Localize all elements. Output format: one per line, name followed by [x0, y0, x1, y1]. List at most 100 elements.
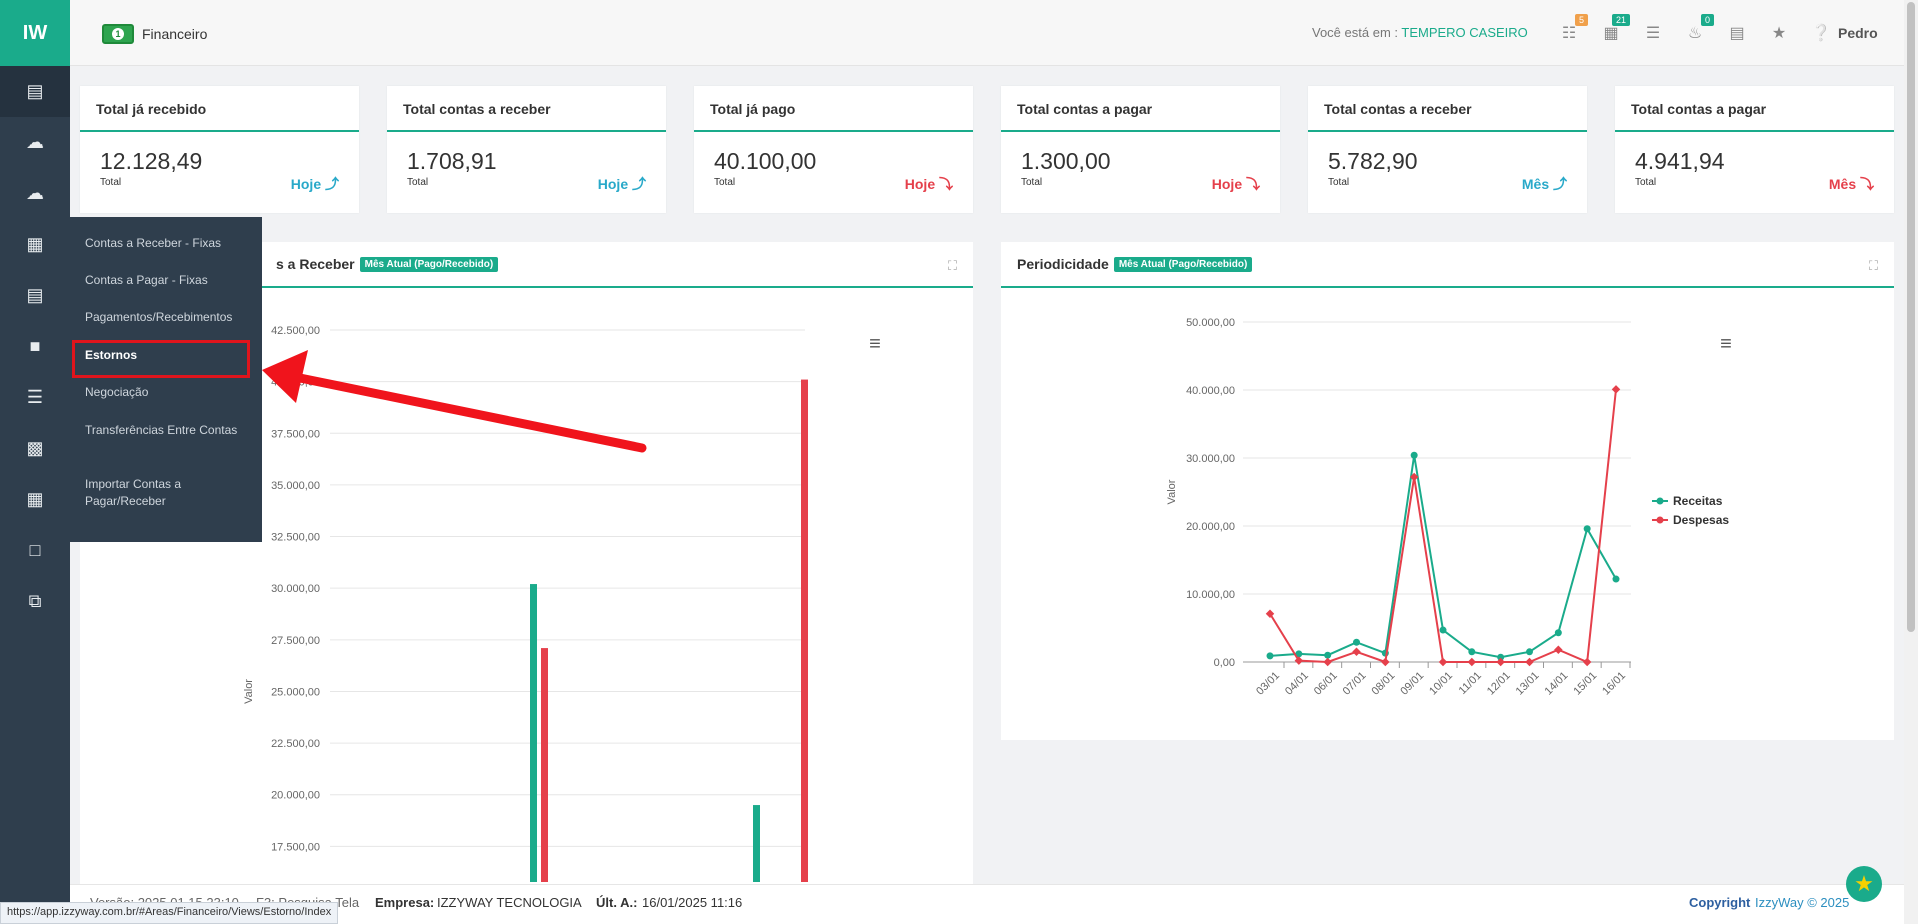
- checklist-icon[interactable]: ☰: [1645, 25, 1661, 42]
- cloud-download-icon[interactable]: ☁: [26, 132, 44, 152]
- x-tick-label: 08/01: [1370, 670, 1398, 698]
- data-point: [1526, 648, 1533, 656]
- y-tick-label: 20.000,00: [1186, 521, 1235, 533]
- menu-item-transferencias[interactable]: Transferências Entre Contas: [85, 423, 238, 437]
- bar: [801, 379, 808, 882]
- y-axis-label: Valor: [1166, 479, 1178, 504]
- app-logo[interactable]: IW: [0, 0, 70, 66]
- data-point: [1554, 645, 1563, 655]
- menu-item-estornos[interactable]: Estornos: [85, 348, 138, 362]
- location-prefix: Você está em :: [1312, 25, 1398, 40]
- document-icon[interactable]: □: [29, 540, 41, 560]
- x-tick-label: 12/01: [1485, 670, 1513, 698]
- menu-item-contas-receber-fixas[interactable]: Contas a Receber - Fixas: [85, 236, 222, 250]
- section-title-label: Financeiro: [142, 26, 208, 42]
- card-trend[interactable]: Hoje ⤴: [597, 176, 646, 192]
- x-tick-label: 11/01: [1457, 670, 1484, 697]
- summary-card: Total contas a receber 5.782,90 Total Mê…: [1308, 86, 1587, 213]
- data-point: [1525, 657, 1534, 667]
- list-icon[interactable]: ☰: [26, 387, 44, 407]
- card-trend[interactable]: Mês ⤵: [1828, 176, 1874, 192]
- card-trend[interactable]: Mês ⤴: [1521, 176, 1567, 192]
- user-name[interactable]: Pedro: [1838, 25, 1878, 41]
- cloud-upload-icon[interactable]: ☁: [26, 183, 44, 203]
- y-tick-label: 35.000,00: [271, 480, 320, 492]
- panel-title: s a Receber: [276, 256, 355, 272]
- bell-icon[interactable]: ♨ 0: [1684, 14, 1714, 48]
- card-label: Total: [1328, 177, 1350, 188]
- panel-header: s a Receber Mês Atual (Pago/Recebido): [80, 242, 973, 288]
- card-trend[interactable]: Hoje ⤵: [904, 176, 953, 192]
- legend-marker: [1656, 516, 1664, 524]
- line-chart: 50.000,00 40.000,00 30.000,00 20.000,00 10.0…: [1166, 317, 1732, 698]
- sitemap-icon[interactable]: ☷ 5: [1558, 14, 1588, 48]
- period-tag: Mês Atual (Pago/Recebido): [1113, 256, 1253, 272]
- money-icon: 1: [102, 24, 134, 44]
- highlight-box: [72, 340, 250, 378]
- table-icon[interactable]: ▦ 21: [1600, 14, 1630, 48]
- dashboard-chart-icon[interactable]: ▤: [0, 66, 70, 117]
- y-tick-label: 22.500,00: [271, 738, 320, 750]
- submenu-dropdown: Contas a Receber - Fixas Contas a Pagar …: [70, 217, 262, 542]
- menu-item-pagamentos-recebimentos[interactable]: Pagamentos/Recebimentos: [85, 310, 233, 324]
- y-tick-label: 17.500,00: [271, 841, 320, 853]
- data-point: [1381, 657, 1390, 667]
- x-tick-label: 06/01: [1312, 670, 1340, 698]
- data-point: [1583, 525, 1591, 533]
- location-indicator: Você está em : TEMPERO CASEIRO: [1312, 25, 1528, 40]
- calendar-icon[interactable]: ▤: [1729, 25, 1745, 42]
- summary-card: Total contas a pagar 1.300,00 Total Hoje…: [1001, 86, 1280, 213]
- card-title: Total contas a receber: [1308, 86, 1587, 132]
- summary-card: Total já recebido 12.128,49 Total Hoje ⤴: [80, 86, 359, 213]
- card-label: Total: [1021, 177, 1043, 188]
- data-point: [1352, 647, 1361, 657]
- data-point: [1265, 609, 1275, 618]
- y-tick-label: 27.500,00: [271, 635, 320, 647]
- y-tick-label: 32.500,00: [271, 532, 320, 544]
- scrollbar[interactable]: [1904, 0, 1918, 924]
- topbar: 1 Financeiro Você está em : TEMPERO CASE…: [70, 0, 1918, 66]
- card-trend[interactable]: Hoje ⤵: [1211, 176, 1260, 192]
- x-tick-label: 04/01: [1283, 670, 1311, 698]
- status-url: https://app.izzyway.com.br/#Areas/Financ…: [0, 902, 339, 924]
- summary-card: Total contas a receber 1.708,91 Total Ho…: [387, 86, 666, 213]
- card-label: Total: [714, 177, 736, 188]
- scrollbar-thumb[interactable]: [1907, 2, 1915, 632]
- help-icon[interactable]: ❔: [1811, 25, 1831, 42]
- card-trend[interactable]: Hoje ⤴: [290, 176, 339, 192]
- cash-register-icon[interactable]: ▩: [26, 438, 44, 458]
- data-point: [1295, 650, 1303, 658]
- x-tick-label: 09/01: [1398, 670, 1426, 698]
- data-point: [1439, 626, 1447, 634]
- y-tick-label: 25.000,00: [271, 686, 320, 698]
- legend-marker: [1656, 497, 1664, 505]
- menu-item-negociacao[interactable]: Negociação: [85, 385, 149, 399]
- notification-badge: 0: [1700, 14, 1714, 26]
- card-label: Total: [1635, 177, 1657, 188]
- footer-copyright-label: Copyright: [1689, 895, 1751, 910]
- footer-copyright[interactable]: IzzyWay © 2025: [1755, 895, 1850, 910]
- right-chart-panel: Periodicidade Mês Atual (Pago/Recebido) …: [1001, 242, 1894, 740]
- menu-item-contas-pagar-fixas[interactable]: Contas a Pagar - Fixas: [85, 273, 208, 287]
- data-point: [1266, 652, 1274, 660]
- topbar-icons: ☷ 5 ▦ 21 ☰ ♨ 0 ▤ ★ ❔: [1558, 14, 1832, 48]
- expand-icon[interactable]: ⛶: [947, 258, 957, 273]
- legend-label: Despesas: [1673, 513, 1729, 527]
- data-point: [1324, 651, 1332, 659]
- expand-icon[interactable]: ⛶: [1868, 258, 1878, 273]
- favorite-star-button[interactable]: ★: [1846, 866, 1882, 902]
- y-tick-label: 30.000,00: [271, 583, 320, 595]
- star-icon[interactable]: ★: [1771, 25, 1787, 42]
- book-icon[interactable]: ■: [29, 336, 41, 356]
- notification-badge: 5: [1574, 14, 1588, 26]
- y-tick-label: 37.500,00: [271, 428, 320, 440]
- y-axis-label: Valor: [243, 679, 255, 704]
- copy-icon[interactable]: ⧉: [28, 591, 42, 611]
- card-list-icon[interactable]: ▦: [26, 489, 44, 509]
- card-label: Total: [407, 177, 429, 188]
- menu-item-importar-contas[interactable]: Importar Contas a Pagar/Receber: [85, 477, 182, 508]
- location-link[interactable]: TEMPERO CASEIRO: [1401, 25, 1528, 40]
- summary-card: Total contas a pagar 4.941,94 Total Mês …: [1615, 86, 1894, 213]
- list-alt-icon[interactable]: ▦: [26, 234, 44, 254]
- bar-chart-icon[interactable]: ▤: [26, 285, 44, 305]
